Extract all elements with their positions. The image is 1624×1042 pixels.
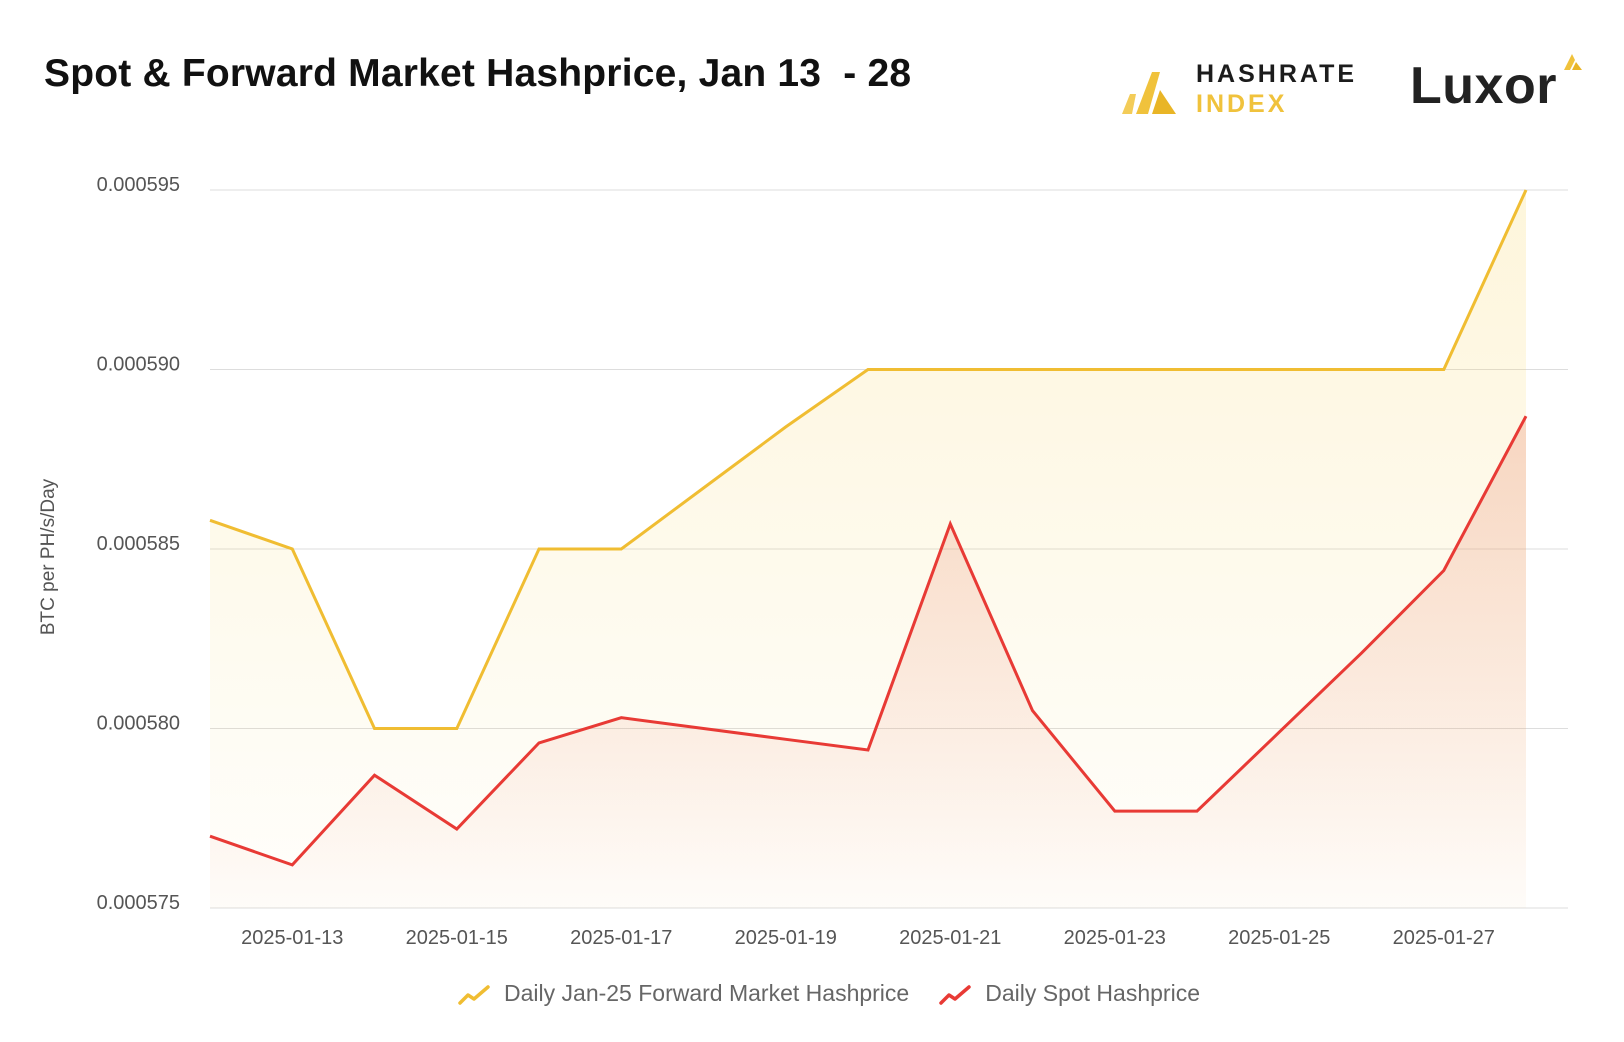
forward-data-point[interactable] [1193,366,1201,374]
spot-series-line[interactable] [209,415,1528,867]
x-tick-label: 2025-01-27 [1393,927,1495,949]
x-tick-label: 2025-01-23 [1064,927,1166,949]
spot-data-point[interactable] [1522,412,1530,420]
forward-data-point[interactable] [288,545,296,553]
y-tick-label: 0.000585 [97,533,180,555]
index-word: INDEX [1196,90,1288,118]
y-tick-label: 0.000575 [97,892,180,914]
chart-title: Spot & Forward Market Hashprice, Jan 13 … [44,52,912,95]
forward-data-point[interactable] [206,516,214,524]
spot-data-point[interactable] [946,520,954,528]
spot-data-point[interactable] [617,714,625,722]
hashrate-word: HASHRATE [1196,60,1358,88]
legend-item-spot[interactable]: Daily Spot Hashprice [939,980,1200,1007]
forward-data-point[interactable] [453,725,461,733]
forward-data-point[interactable] [535,545,543,553]
forward-data-point[interactable] [1440,366,1448,374]
forward-data-point[interactable] [371,725,379,733]
forward-data-point[interactable] [864,366,872,374]
spot-data-point[interactable] [535,739,543,747]
spot-area [210,416,1526,908]
legend: Daily Jan-25 Forward Market Hashprice Da… [0,980,1624,1007]
forward-data-point[interactable] [946,366,954,374]
x-tick-label: 2025-01-25 [1228,927,1330,949]
spot-data-point[interactable] [1193,807,1201,815]
legend-forward-label: Daily Jan-25 Forward Market Hashprice [504,980,910,1006]
forward-data-point[interactable] [782,423,790,431]
spot-data-point[interactable] [288,861,296,869]
spot-data-point[interactable] [1358,649,1366,657]
x-tick-label: 2025-01-21 [899,927,1001,949]
hashrate-index-logo: HASHRATE INDEX [1118,58,1368,122]
legend-item-forward[interactable]: Daily Jan-25 Forward Market Hashprice [458,980,909,1007]
forward-data-point[interactable] [1111,366,1119,374]
spot-data-point[interactable] [1440,567,1448,575]
forward-data-point[interactable] [1358,366,1366,374]
spot-data-point[interactable] [700,725,708,733]
series-lines [206,186,1530,869]
x-tick-label: 2025-01-19 [735,927,837,949]
spot-data-point[interactable] [453,825,461,833]
x-tick-label: 2025-01-13 [241,927,343,949]
legend-spot-label: Daily Spot Hashprice [985,980,1200,1006]
legend-forward-line-icon [458,984,490,1005]
spot-data-point[interactable] [864,746,872,754]
spot-data-point[interactable] [1275,728,1283,736]
spot-data-point[interactable] [1111,807,1119,815]
spot-data-point[interactable] [371,771,379,779]
spot-data-point[interactable] [1029,707,1037,715]
forward-data-point[interactable] [700,484,708,492]
x-tick-label: 2025-01-17 [570,927,672,949]
hashrate-index-mark-icon [1122,72,1176,114]
forward-data-point[interactable] [1522,186,1530,194]
forward-series-line[interactable] [209,189,1528,730]
luxor-mark-icon [1564,54,1582,70]
forward-data-point[interactable] [617,545,625,553]
x-axis-ticks: 2025-01-13 2025-01-15 2025-01-17 2025-01-19… [241,927,1495,949]
y-tick-label: 0.000580 [97,713,180,735]
y-tick-label: 0.000590 [97,354,180,376]
luxor-logo: Luxor [1410,52,1590,122]
forward-data-point[interactable] [1275,366,1283,374]
spot-data-point[interactable] [206,832,214,840]
spot-data-point[interactable] [782,735,790,743]
x-tick-label: 2025-01-15 [406,927,508,949]
y-tick-label: 0.000595 [97,174,180,196]
forward-data-point[interactable] [1029,366,1037,374]
y-axis-label: BTC per PH/s/Day [38,478,59,635]
legend-spot-line-icon [939,984,971,1005]
y-axis-ticks: 0.000575 0.000580 0.000585 0.000590 0.000595 [97,174,180,914]
luxor-wordmark: Luxor [1410,57,1557,115]
